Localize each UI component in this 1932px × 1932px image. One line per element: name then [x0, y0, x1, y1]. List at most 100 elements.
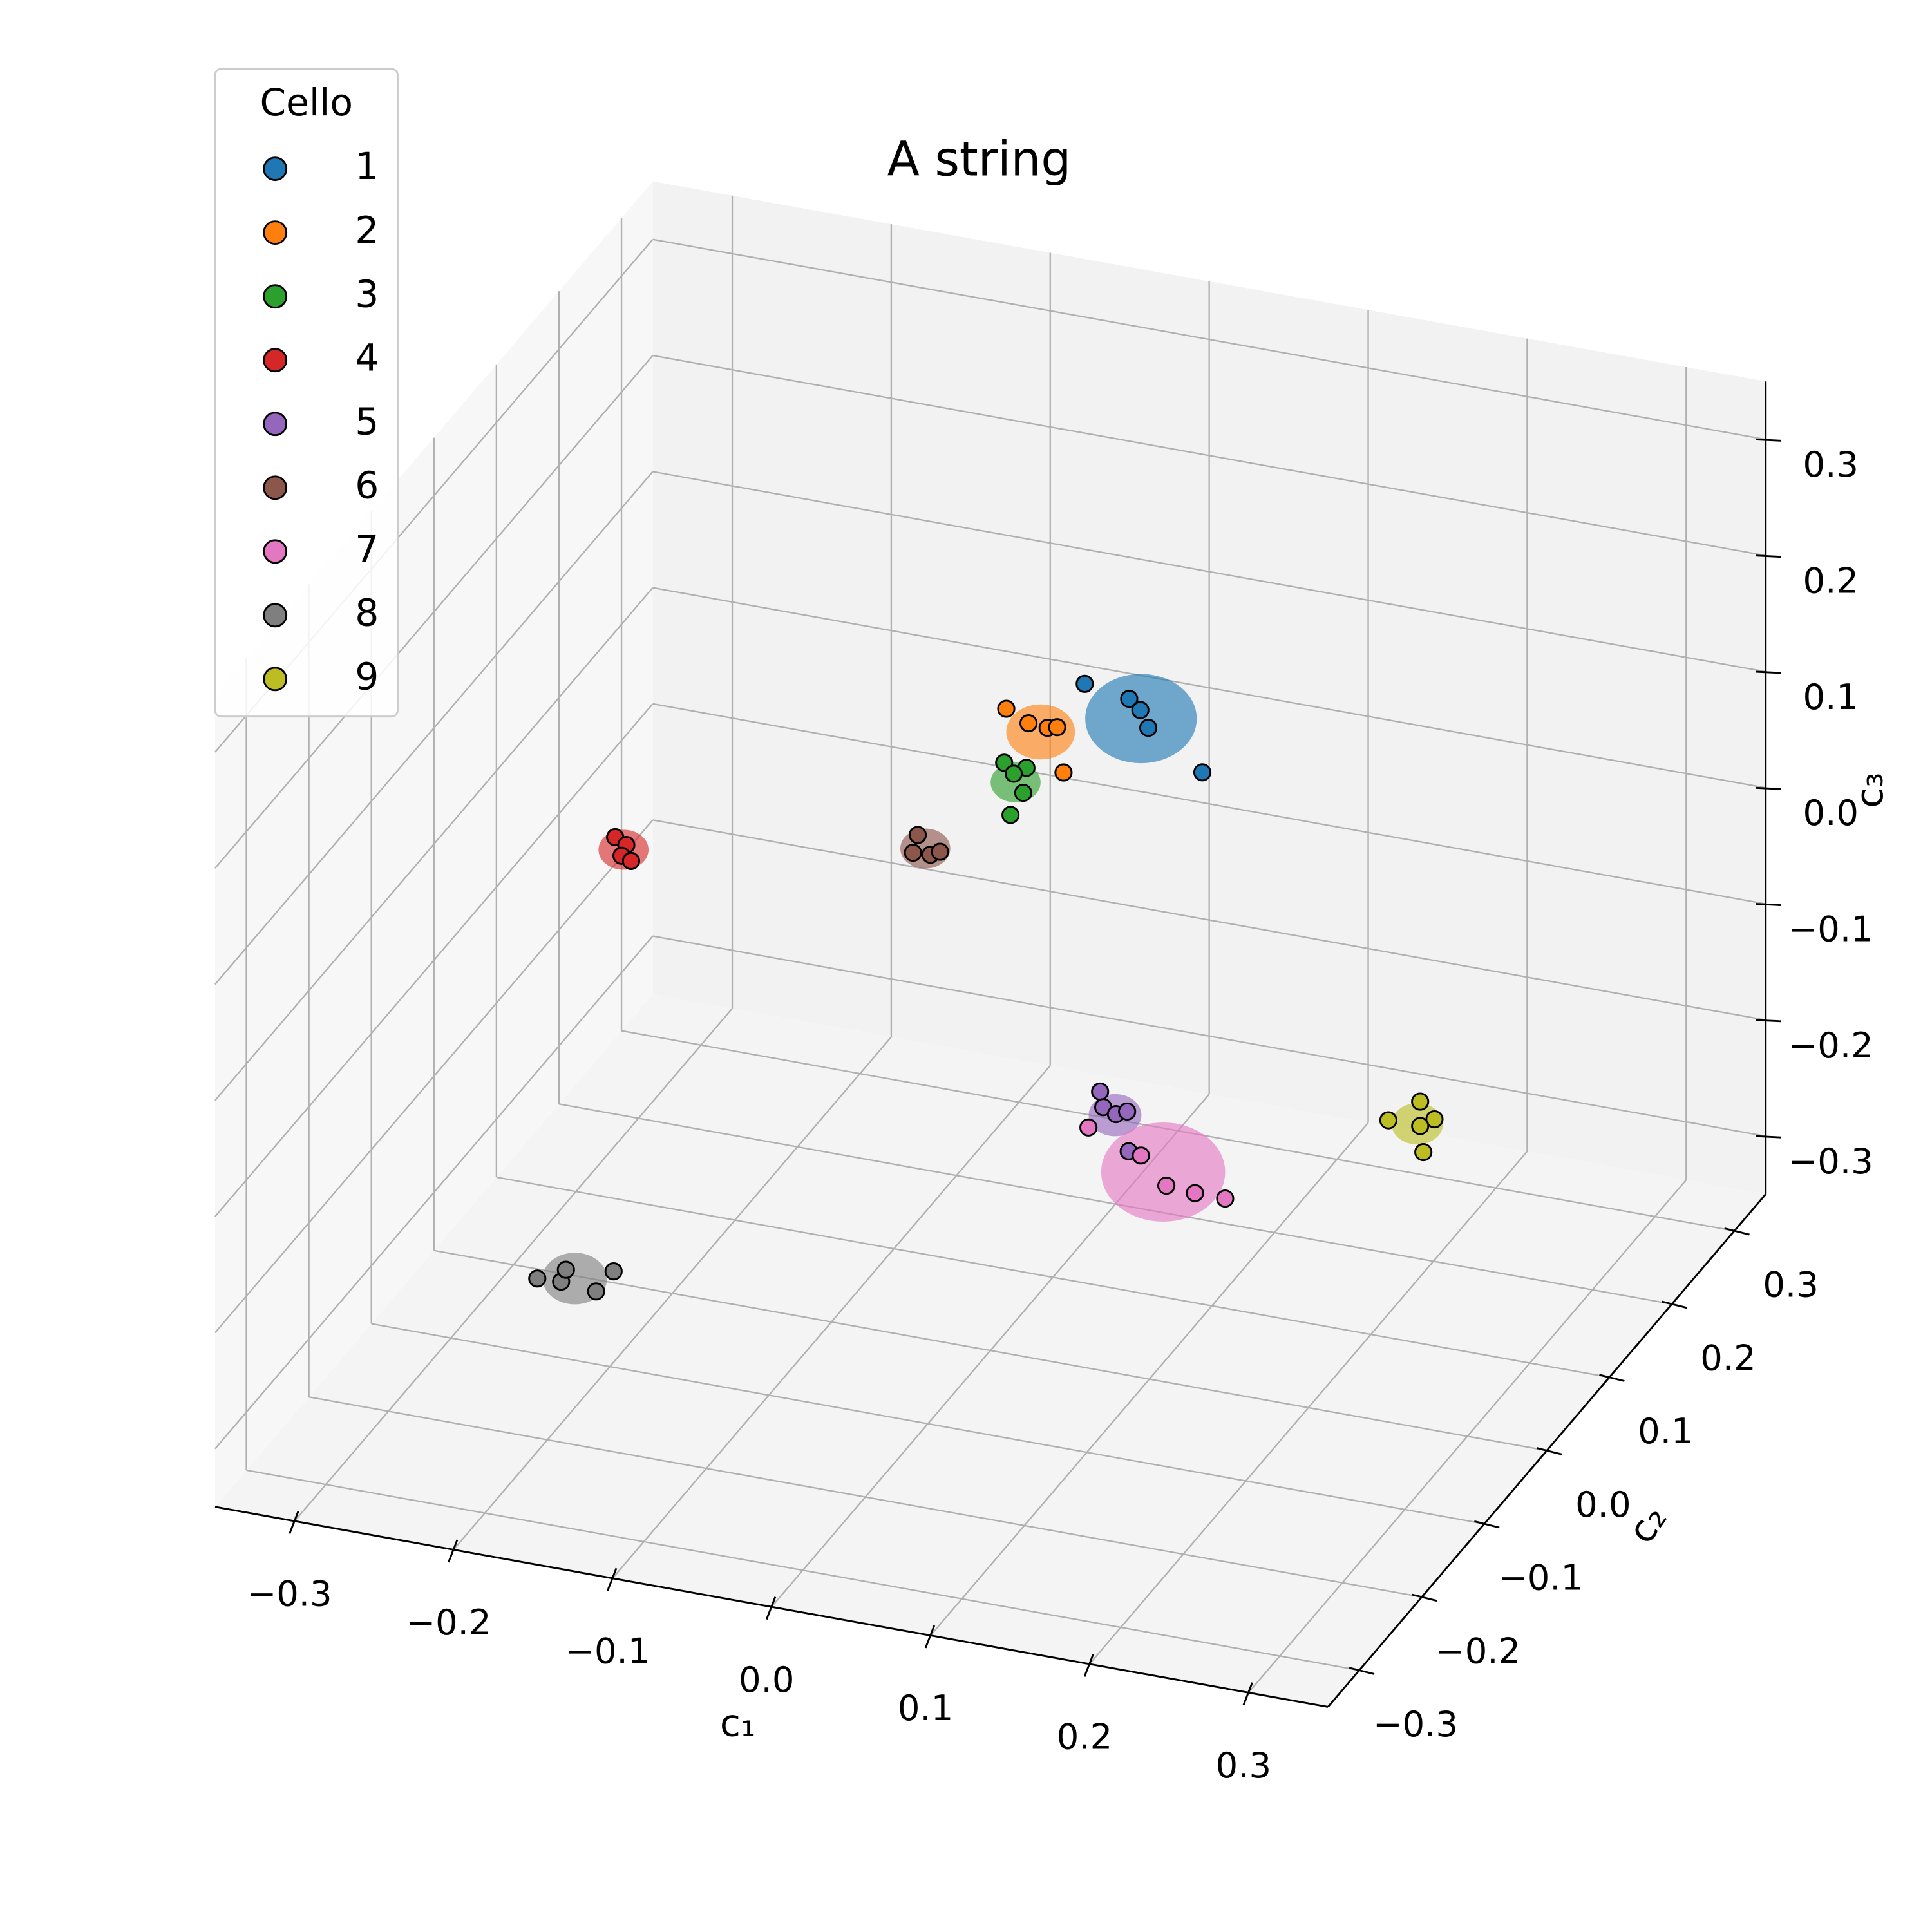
z-tick	[1756, 670, 1781, 674]
y-tick-label: −0.3	[1373, 1704, 1458, 1745]
grid-line	[214, 355, 654, 869]
point	[1414, 1142, 1433, 1162]
chart-title: A string	[887, 132, 1072, 187]
point	[1054, 763, 1073, 782]
z-tick	[1756, 786, 1781, 790]
point	[1075, 674, 1094, 693]
point	[1216, 1189, 1235, 1208]
y-tick-label: 0.1	[1638, 1411, 1693, 1452]
x-tick-label: 0.1	[898, 1688, 953, 1728]
grid-line	[371, 1323, 1485, 1525]
z-tick	[1756, 554, 1781, 558]
grid-line	[433, 1249, 1548, 1452]
point	[1411, 1117, 1430, 1135]
z-tick-label: −0.1	[1788, 909, 1873, 949]
y-tick	[1724, 1227, 1750, 1236]
legend: Cello 1 2 3 4 5 6 7 8 9	[214, 68, 399, 718]
legend-label: 1	[355, 144, 379, 188]
x-tick	[1242, 1682, 1253, 1706]
legend-marker	[263, 348, 288, 373]
x-tick	[607, 1567, 618, 1591]
legend-marker	[263, 539, 288, 564]
grid-line	[246, 1469, 1359, 1671]
legend-marker	[263, 412, 288, 437]
legend-label: 4	[355, 336, 379, 379]
y-tick	[1473, 1520, 1500, 1529]
point	[1120, 690, 1139, 708]
grid-line	[308, 1396, 1422, 1598]
legend-label: 8	[355, 591, 379, 634]
y-axis-line	[1327, 1193, 1766, 1708]
legend-frame	[214, 68, 399, 718]
x-axis-line	[214, 1506, 1329, 1708]
grid-line	[652, 587, 1766, 789]
point	[604, 1262, 623, 1281]
point	[1091, 1082, 1110, 1101]
point	[1048, 718, 1066, 737]
point	[1019, 714, 1038, 733]
z-axis-label: c₃	[1848, 772, 1891, 808]
point	[1118, 1102, 1137, 1121]
legend-label: 3	[355, 272, 379, 316]
legend-label: 5	[355, 399, 379, 443]
x-tick	[1083, 1653, 1094, 1677]
x-tick	[924, 1625, 936, 1649]
grid-line	[214, 703, 654, 1217]
z-tick-label: 0.0	[1803, 793, 1858, 833]
point	[1379, 1111, 1397, 1130]
x-tick-label: 0.0	[739, 1660, 794, 1700]
cluster-ellipsoid	[1101, 1122, 1226, 1222]
z-tick-label: 0.2	[1803, 561, 1858, 601]
points	[528, 674, 1444, 1301]
legend-marker	[263, 603, 288, 628]
grid-line	[652, 703, 1766, 905]
z-tick	[1756, 903, 1781, 907]
x-tick-label: 0.3	[1216, 1745, 1271, 1786]
grid-line	[214, 935, 654, 1450]
y-tick-label: −0.1	[1498, 1558, 1583, 1598]
y-tick-label: −0.2	[1435, 1631, 1520, 1671]
legend-label: 2	[355, 208, 379, 252]
y-tick	[1537, 1447, 1562, 1455]
point	[1079, 1118, 1098, 1137]
grid-line	[214, 471, 654, 985]
point	[1157, 1176, 1176, 1195]
grid-line	[652, 935, 1766, 1137]
legend-label: 9	[355, 654, 379, 698]
grid-line	[214, 587, 654, 1101]
point	[1014, 784, 1032, 802]
z-tick	[1756, 438, 1781, 442]
x-tick-label: −0.2	[406, 1602, 491, 1643]
legend-label: 6	[355, 463, 379, 507]
point	[1001, 806, 1020, 824]
y-tick-label: 0.0	[1575, 1484, 1631, 1525]
x-tick-label: −0.1	[565, 1631, 650, 1671]
point	[1004, 764, 1023, 783]
x-tick	[289, 1510, 299, 1534]
point	[621, 851, 640, 870]
grid-line	[558, 1103, 1672, 1305]
grid-line	[652, 471, 1766, 673]
grid-line	[652, 354, 1766, 556]
z-tick	[1756, 1135, 1781, 1139]
x-tick-label: −0.3	[247, 1574, 332, 1615]
point	[1411, 1092, 1430, 1111]
x-tick	[765, 1596, 777, 1620]
point	[997, 699, 1016, 718]
grid-line	[214, 819, 654, 1334]
point	[1132, 1146, 1150, 1165]
legend-label: 7	[355, 527, 379, 571]
grid-line	[652, 238, 1766, 440]
point	[556, 1260, 575, 1279]
z-tick-label: 0.3	[1803, 444, 1858, 485]
axes: −0.3−0.2−0.10.00.10.20.3−0.3−0.2−0.10.00…	[214, 381, 1873, 1786]
point	[904, 843, 922, 862]
y-tick	[1411, 1593, 1437, 1602]
x-axis-label: c₁	[720, 1701, 755, 1745]
legend-marker	[263, 667, 288, 692]
legend-marker	[263, 475, 288, 500]
point	[1131, 701, 1150, 719]
z-tick	[1756, 1019, 1781, 1023]
